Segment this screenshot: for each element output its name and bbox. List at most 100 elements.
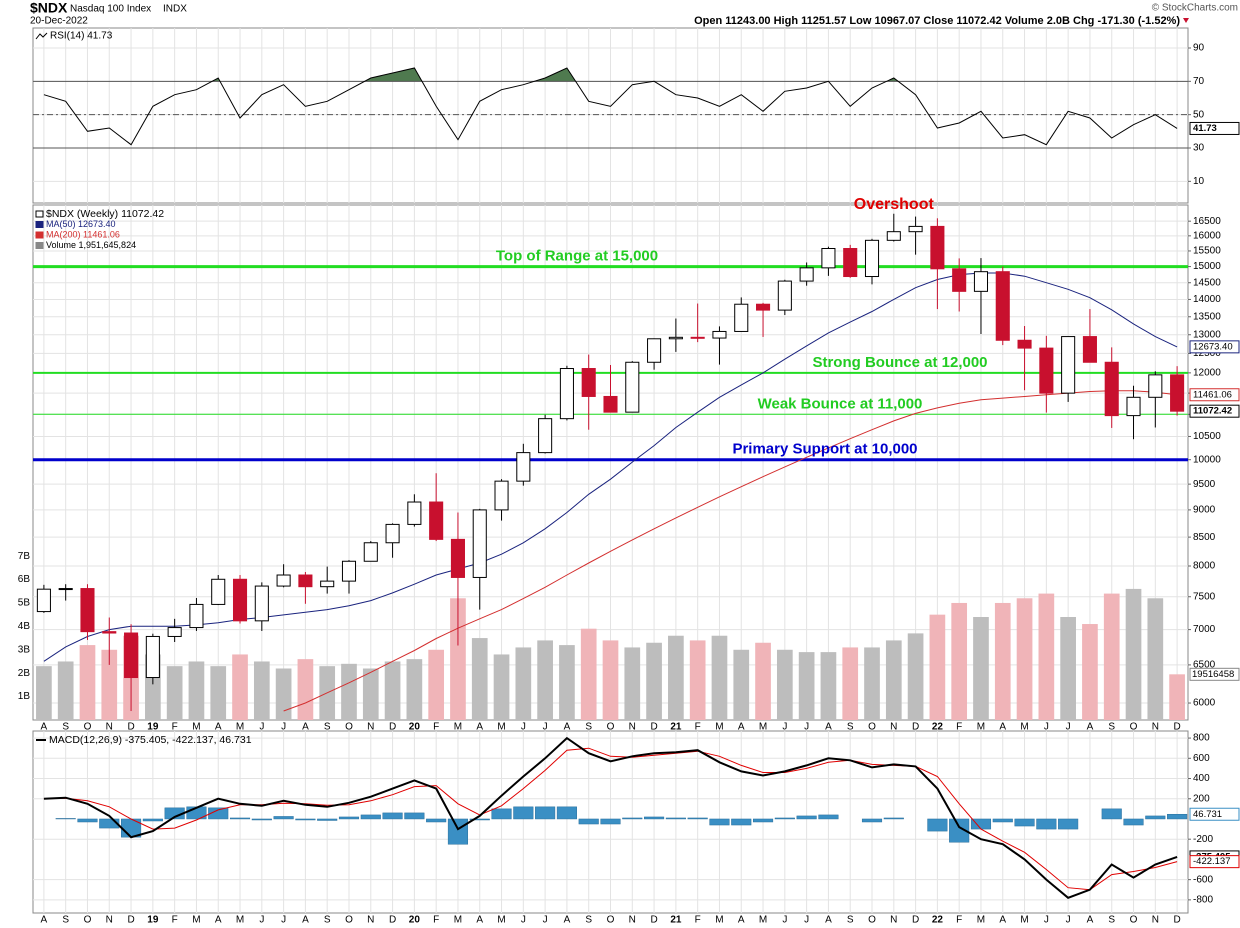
volume-tick-label: 7B: [18, 551, 31, 562]
x-tick-label: A: [302, 722, 309, 733]
value-tag-label: 46.731: [1193, 809, 1222, 820]
candle-body: [1039, 347, 1054, 394]
histogram-bar: [644, 816, 665, 820]
value-tag-label: 41.73: [1193, 123, 1217, 134]
candle-body: [1082, 336, 1097, 363]
volume-tick-label: 5B: [18, 598, 31, 609]
candle-body: [864, 239, 880, 278]
x-tick-label: N: [890, 915, 897, 926]
histogram-bar: [731, 818, 752, 826]
volume-bar: [297, 659, 314, 720]
x-tick-label: O: [345, 915, 353, 926]
histogram-bar: [251, 818, 272, 821]
exchange: INDX: [163, 4, 187, 15]
x-tick-label: M: [715, 915, 723, 926]
candle-body: [341, 560, 357, 582]
macd-line: [43, 736, 1178, 899]
histogram-bar: [861, 818, 883, 823]
x-tick-label: 22: [932, 722, 944, 733]
x-tick-label: A: [476, 915, 483, 926]
y-tick-label: -800: [1193, 894, 1213, 905]
candle-body: [363, 542, 378, 562]
x-tick-label: S: [62, 722, 69, 733]
value-tag-label: -422.137: [1193, 856, 1231, 867]
volume-bar: [776, 649, 793, 720]
volume-bar: [101, 649, 118, 720]
histogram-bar: [55, 818, 76, 820]
candle-body: [276, 574, 291, 587]
change-arrow: [1183, 18, 1189, 23]
candle-body: [908, 225, 923, 233]
y-tick-label: 13000: [1193, 329, 1221, 340]
y-tick-label: 12500: [1193, 348, 1221, 359]
volume-bar: [951, 602, 968, 720]
x-tick-label: O: [84, 915, 92, 926]
volume-bar: [798, 652, 815, 720]
volume-bar: [275, 668, 292, 720]
x-tick-label: N: [106, 722, 113, 733]
volume-tick-label: 3B: [18, 644, 31, 655]
candle-body: [799, 267, 814, 282]
candle-body: [36, 588, 51, 613]
volume-bar: [1082, 624, 1098, 720]
candle-body: [407, 501, 422, 525]
x-tick-label: D: [912, 915, 919, 926]
candle-body: [625, 361, 640, 413]
histogram-bar: [317, 818, 338, 821]
volume-bar: [602, 640, 619, 720]
x-tick-label: D: [1173, 915, 1180, 926]
histogram-bar: [1167, 813, 1188, 820]
x-tick-label: J: [782, 915, 787, 926]
panel-title: RSI(14) 41.73: [50, 31, 113, 42]
y-tick-label: 90: [1193, 43, 1205, 54]
volume-bar: [755, 642, 771, 720]
volume-bar: [864, 647, 880, 720]
volume-bar: [471, 638, 488, 720]
histogram-bar: [229, 817, 251, 820]
candle-body: [712, 330, 727, 339]
histogram-bar: [774, 817, 795, 820]
candle-body: [647, 338, 662, 363]
candle-body: [232, 578, 248, 622]
volume-bar: [820, 652, 837, 720]
x-tick-label: M: [1020, 722, 1028, 733]
x-tick-label: O: [868, 915, 876, 926]
volume-bar: [1169, 674, 1185, 720]
x-tick-label: J: [543, 722, 548, 733]
candle-body: [1148, 374, 1163, 398]
x-tick-label: D: [127, 915, 134, 926]
histogram-bar: [1145, 815, 1166, 820]
histogram-bar: [469, 818, 490, 821]
volume-bar: [1016, 598, 1033, 720]
x-tick-label: A: [1087, 915, 1094, 926]
x-tick-label: A: [825, 915, 832, 926]
histogram-bar: [338, 816, 360, 820]
x-tick-label: A: [738, 722, 745, 733]
x-tick-label: A: [41, 915, 48, 926]
x-tick-label: N: [1152, 722, 1159, 733]
histogram-bar: [491, 808, 512, 820]
candle-body: [843, 248, 858, 278]
y-tick-label: 9500: [1193, 479, 1216, 490]
value-tag: [1189, 121, 1240, 135]
candle-body: [58, 588, 73, 591]
x-tick-label: S: [585, 722, 592, 733]
candle-body: [603, 395, 618, 413]
level-label: Primary Support at 10,000: [732, 441, 917, 458]
histogram-bar: [447, 818, 469, 845]
volume-bar: [362, 668, 379, 720]
x-tick-label: M: [1020, 915, 1028, 926]
x-tick-label: F: [172, 722, 178, 733]
credit: © StockCharts.com: [1152, 3, 1238, 14]
x-tick-label: 20: [409, 722, 421, 733]
x-tick-label: M: [236, 722, 244, 733]
y-tick-label: 10000: [1193, 454, 1221, 465]
y-tick-label: 70: [1193, 76, 1205, 87]
legend-label: $NDX (Weekly) 11072.42: [46, 208, 164, 220]
x-tick-label: S: [324, 915, 331, 926]
volume-bar: [624, 647, 641, 720]
candle-body: [167, 627, 182, 637]
candle-body: [930, 225, 945, 270]
x-tick-label: M: [977, 722, 985, 733]
